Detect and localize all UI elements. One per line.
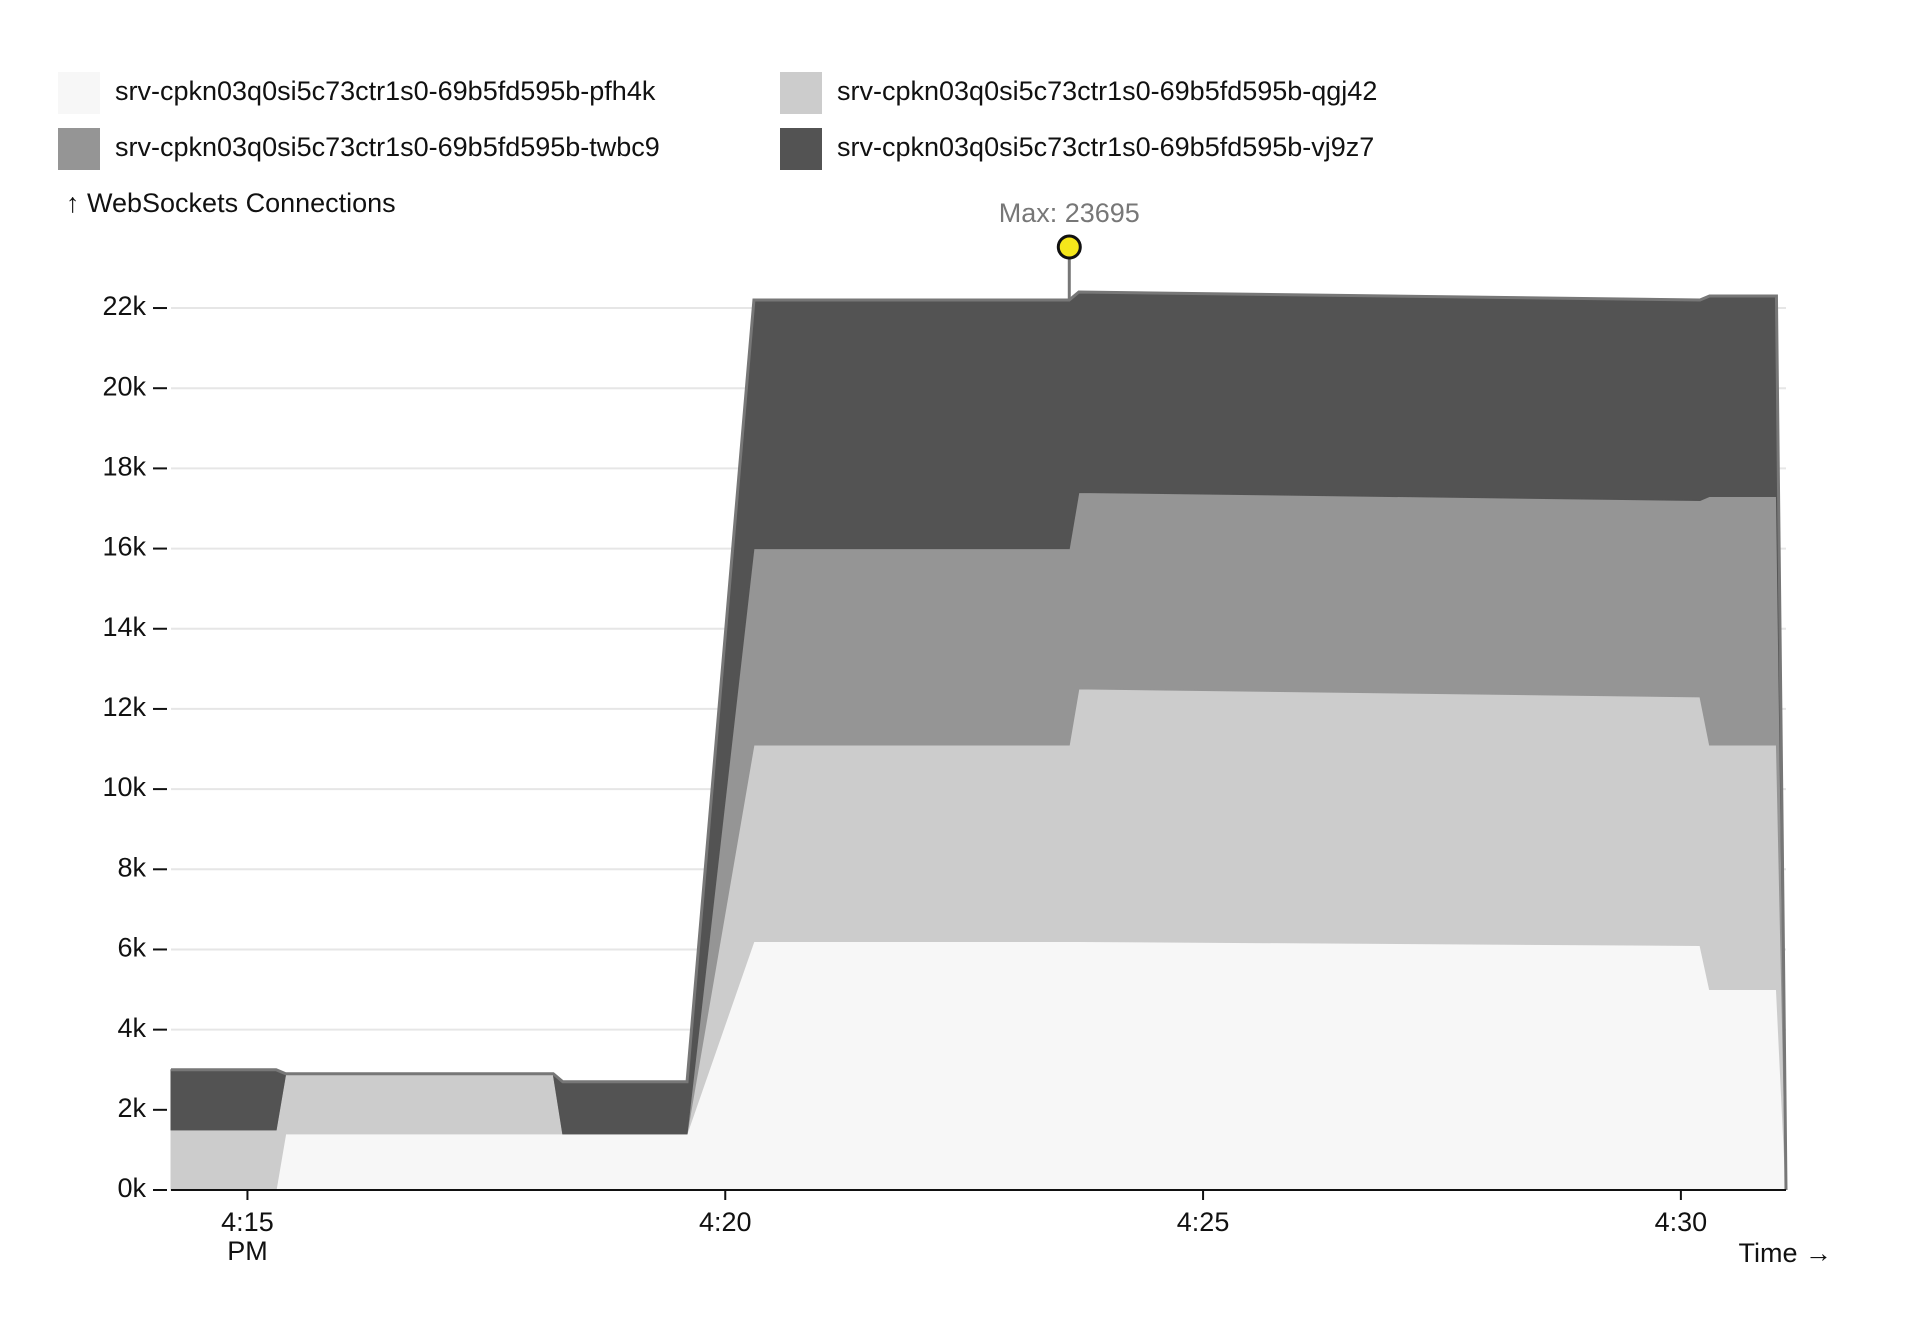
annotation-marker [1056, 234, 1082, 260]
y-tick-label: 16k [102, 532, 146, 562]
y-tick-label: 14k [102, 612, 146, 642]
x-tick-label: 4:15 PM [221, 1207, 274, 1266]
y-tick-label: 0k [117, 1173, 146, 1203]
y-axis-label: ↑ WebSockets Connections [66, 188, 396, 218]
legend-swatch [780, 128, 822, 170]
area [171, 940, 1787, 1191]
x-axis-label: Time → [1739, 1238, 1833, 1268]
total-outline [171, 290, 1788, 1191]
y-tick-label: 6k [117, 933, 146, 963]
y-tick-label: 2k [117, 1093, 146, 1123]
y-tick-label: 10k [102, 772, 146, 802]
x-tick-label: 4:20 [699, 1207, 752, 1237]
y-tick-label: 4k [117, 1013, 146, 1043]
legend-label: srv-cpkn03q0si5c73ctr1s0-69b5fd595b-vj9z… [837, 132, 1374, 162]
legend-swatch [780, 72, 822, 114]
y-tick-label: 22k [102, 291, 146, 321]
legend-label: srv-cpkn03q0si5c73ctr1s0-69b5fd595b-pfh4… [115, 76, 656, 106]
y-tick-label: 8k [117, 852, 146, 882]
legend-label: srv-cpkn03q0si5c73ctr1s0-69b5fd595b-twbc… [115, 132, 660, 162]
y-tick-label: 18k [102, 452, 146, 482]
legend-swatch [58, 128, 100, 170]
x-tick-label: 4:30 [1655, 1207, 1708, 1237]
legend-swatch [58, 72, 100, 114]
y-tick-label: 20k [102, 371, 146, 401]
x-tick-label: 4:25 [1177, 1207, 1230, 1237]
legend-label: srv-cpkn03q0si5c73ctr1s0-69b5fd595b-qgj4… [837, 76, 1377, 106]
annotation-label: Max: 23695 [999, 198, 1140, 228]
y-tick-label: 12k [102, 692, 146, 722]
